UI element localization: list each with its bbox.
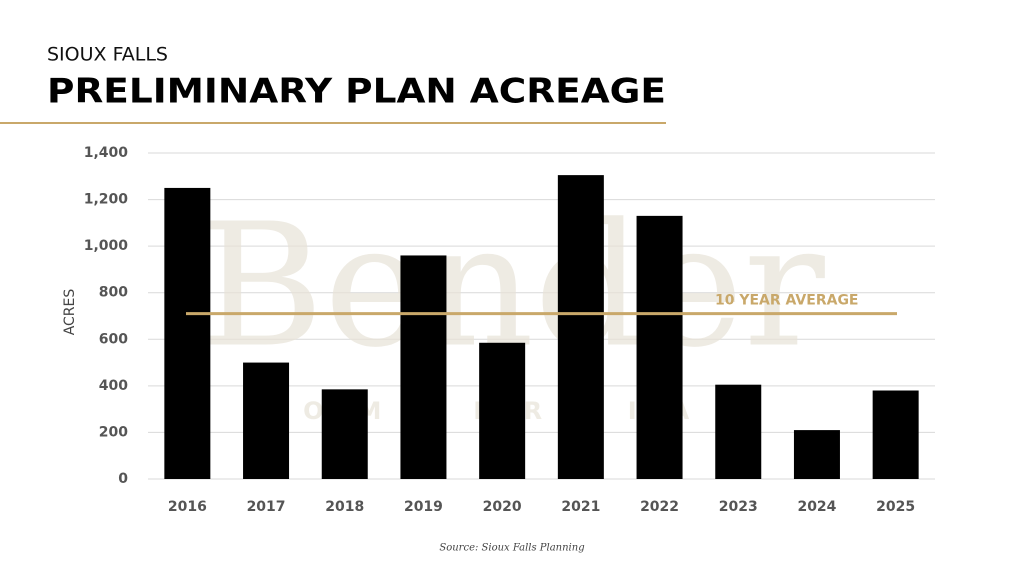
bar: [321, 389, 368, 479]
bar: [400, 255, 447, 479]
y-tick-label: 1,400: [84, 145, 129, 161]
x-tick-label: 2025: [876, 499, 915, 515]
y-tick-label: 200: [99, 424, 128, 440]
x-tick-label: 2019: [404, 499, 443, 515]
source-note: Source: Sioux Falls Planning: [439, 543, 584, 554]
chart-title: PRELIMINARY PLAN ACREAGE: [47, 72, 666, 112]
y-tick-label: 1,200: [84, 192, 129, 208]
y-tick-label: 1,000: [84, 238, 129, 254]
x-tick-label: 2020: [483, 499, 522, 515]
average-label: 10 YEAR AVERAGE: [715, 293, 859, 309]
x-tick-label: 2024: [797, 499, 836, 515]
chart-subtitle: SIOUX FALLS: [47, 44, 168, 66]
bar: [872, 390, 919, 479]
y-tick-label: 800: [99, 285, 128, 301]
bar: [793, 430, 840, 479]
x-tick-label: 2021: [561, 499, 600, 515]
bar: [557, 175, 604, 479]
bar: [479, 342, 526, 479]
x-tick-label: 2022: [640, 499, 679, 515]
x-tick-label: 2023: [719, 499, 758, 515]
x-tick-label: 2016: [168, 499, 207, 515]
y-axis-label: ACRES: [62, 289, 78, 336]
bar: [636, 215, 683, 479]
bar: [715, 384, 762, 479]
y-tick-label: 400: [99, 378, 128, 394]
x-tick-label: 2018: [325, 499, 364, 515]
bar: [164, 187, 211, 479]
y-tick-label: 600: [99, 331, 128, 347]
x-tick-label: 2017: [247, 499, 286, 515]
y-tick-label: 0: [118, 471, 128, 487]
bar: [243, 362, 290, 479]
